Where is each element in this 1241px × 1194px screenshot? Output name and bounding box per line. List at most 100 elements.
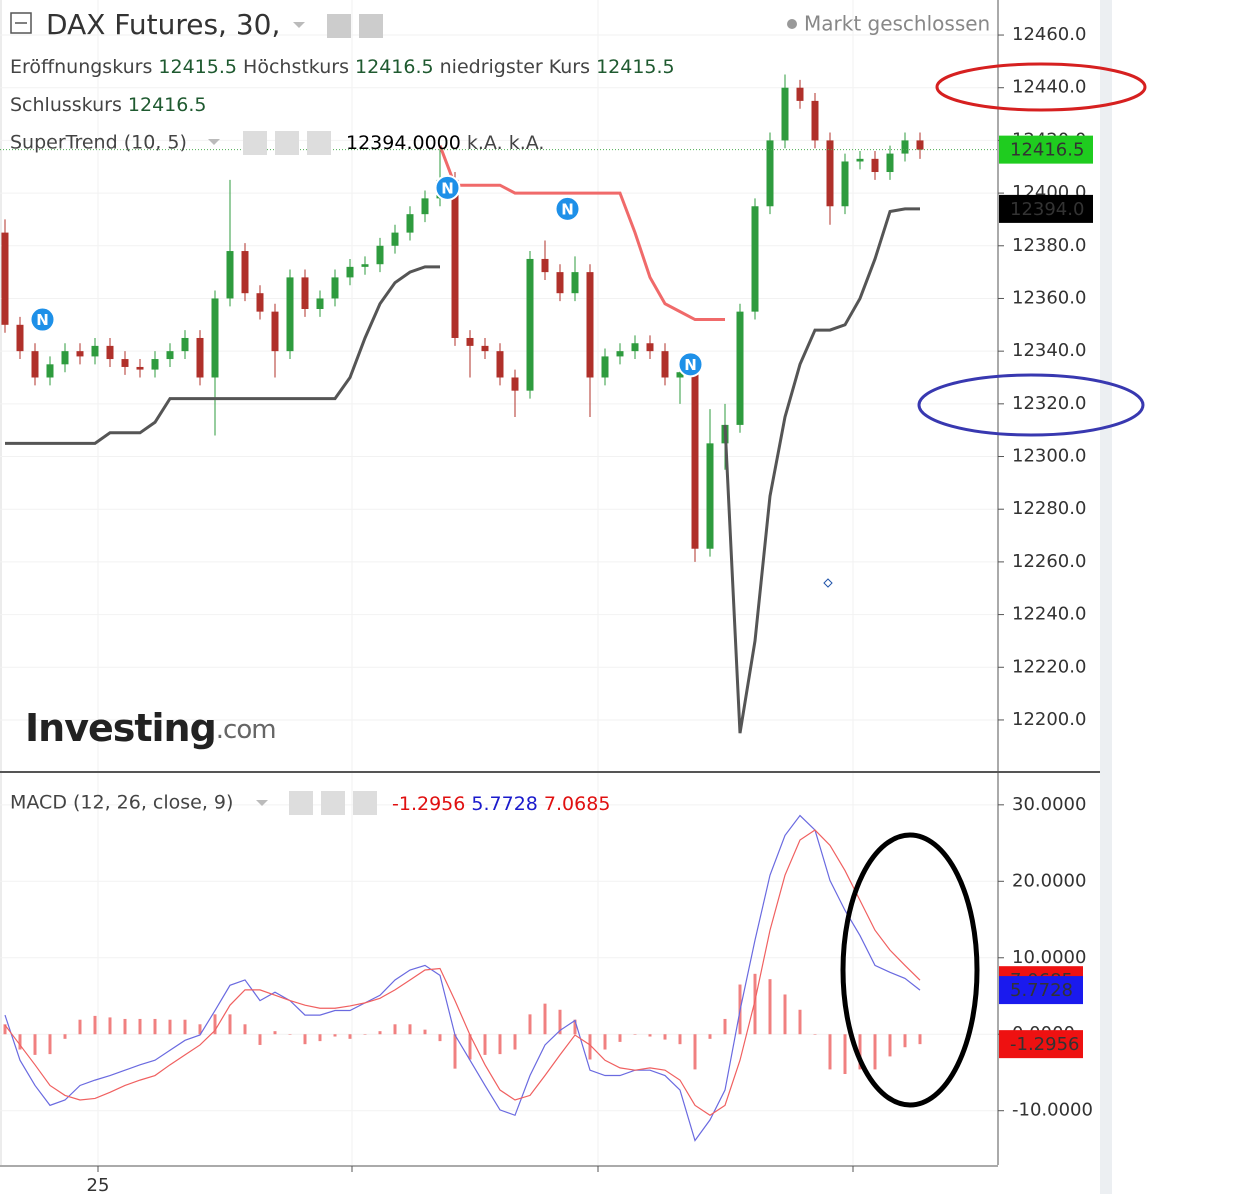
y-tick-label: 12440.0 xyxy=(1012,77,1086,98)
eye-icon[interactable] xyxy=(243,131,267,155)
gear-icon[interactable] xyxy=(321,791,345,815)
signal-label: N xyxy=(36,311,49,329)
histogram-bar xyxy=(693,1034,697,1070)
logo: Investing.com xyxy=(25,706,276,750)
histogram-bar xyxy=(363,1034,367,1035)
signal-marker xyxy=(554,195,581,222)
signal-marker xyxy=(29,306,56,333)
histogram-bar xyxy=(168,1019,172,1035)
y-tick-label: 12460.0 xyxy=(1012,24,1086,45)
candle-body xyxy=(871,158,879,173)
candle-body xyxy=(331,277,339,299)
dropdown-icon[interactable] xyxy=(293,22,305,28)
signal-label: N xyxy=(441,179,454,197)
candle-body xyxy=(286,277,294,352)
candle-body xyxy=(91,345,99,357)
histogram-bar xyxy=(318,1034,322,1042)
histogram-bar xyxy=(258,1034,262,1045)
histogram-bar xyxy=(903,1034,907,1048)
histogram-bar xyxy=(828,1034,832,1070)
candle-body xyxy=(796,87,804,101)
candle-body xyxy=(301,277,309,310)
histogram-bar xyxy=(768,979,772,1035)
histogram-bar xyxy=(48,1034,52,1055)
candle-body xyxy=(31,351,39,378)
eye-icon[interactable] xyxy=(327,14,351,38)
close-icon[interactable] xyxy=(353,791,377,815)
histogram-bar xyxy=(273,1031,277,1035)
histogram-bar xyxy=(663,1034,667,1040)
candle-body xyxy=(196,337,204,378)
value: 12415.5 xyxy=(596,56,675,78)
label: niedrigster Kurs xyxy=(440,56,590,78)
candle-body xyxy=(151,359,159,370)
histogram-bar xyxy=(303,1034,307,1045)
histogram-bar xyxy=(513,1034,517,1050)
eye-icon[interactable] xyxy=(289,791,313,815)
candle-body xyxy=(886,153,894,173)
value: 5.7728 xyxy=(471,793,537,815)
candle-body xyxy=(496,351,504,378)
histogram-bar xyxy=(753,973,757,1035)
dropdown-icon[interactable] xyxy=(256,800,268,806)
candle-body xyxy=(706,443,714,549)
histogram-bar xyxy=(378,1031,382,1035)
histogram-bar xyxy=(138,1018,142,1035)
histogram-bar xyxy=(123,1018,127,1035)
histogram-bar xyxy=(648,1034,652,1037)
histogram-bar xyxy=(783,994,787,1035)
y-tick-label: 12380.0 xyxy=(1012,235,1086,256)
histogram-bar xyxy=(213,1014,217,1035)
gear-icon[interactable] xyxy=(359,14,383,38)
histogram-bar xyxy=(228,1014,232,1035)
candle-body xyxy=(631,343,639,352)
candle-body xyxy=(901,140,909,154)
y-tick-label: 30.0000 xyxy=(1012,794,1086,815)
histogram-bar xyxy=(153,1018,157,1035)
gear-icon[interactable] xyxy=(275,131,299,155)
signal-marker xyxy=(434,174,461,201)
collapse-icon[interactable] xyxy=(10,12,32,34)
histogram-bar xyxy=(633,1034,637,1035)
candle-body xyxy=(316,298,324,310)
histogram-bar xyxy=(438,1034,442,1042)
value: k.A. xyxy=(509,132,545,154)
value: 12416.5 xyxy=(128,94,207,116)
line-series xyxy=(4,829,921,1117)
y-tick-label: 12220.0 xyxy=(1012,656,1086,677)
candle-body xyxy=(421,198,429,215)
label: Höchstkurs xyxy=(243,56,349,78)
supertrend-values: 12394.0000 k.A. k.A. xyxy=(346,132,544,154)
histogram-bar xyxy=(78,1019,82,1035)
histogram-bar xyxy=(408,1024,412,1035)
price-badge-label: -1.2956 xyxy=(1010,1034,1079,1055)
logo-main: Investing xyxy=(25,706,216,750)
label: Schlusskurs xyxy=(10,94,122,116)
label: Eröffnungskurs xyxy=(10,56,152,78)
candle-body xyxy=(391,232,399,246)
annotation-ellipse xyxy=(935,62,1147,112)
histogram-bar xyxy=(678,1034,682,1045)
annotation-ellipse xyxy=(917,373,1145,437)
histogram-bar xyxy=(18,1034,22,1050)
dropdown-icon[interactable] xyxy=(208,139,220,145)
candle-body xyxy=(781,87,789,141)
y-tick-label: 12280.0 xyxy=(1012,498,1086,519)
histogram-bar xyxy=(348,1034,352,1039)
status-dot xyxy=(787,19,797,29)
candle-body xyxy=(226,251,234,299)
candle-body xyxy=(571,272,579,294)
candle-body xyxy=(766,140,774,207)
histogram-bar xyxy=(918,1034,922,1045)
histogram-bar xyxy=(858,1034,862,1070)
histogram-bar xyxy=(573,1019,577,1035)
line-series xyxy=(5,207,920,734)
value: 7.0685 xyxy=(544,793,610,815)
histogram-bar xyxy=(603,1034,607,1050)
histogram-bar xyxy=(708,1034,712,1039)
histogram-bar xyxy=(483,1034,487,1055)
close-icon[interactable] xyxy=(307,131,331,155)
y-tick-label: 12200.0 xyxy=(1012,709,1086,730)
candle-body xyxy=(466,337,474,346)
histogram-bar xyxy=(288,1034,292,1035)
